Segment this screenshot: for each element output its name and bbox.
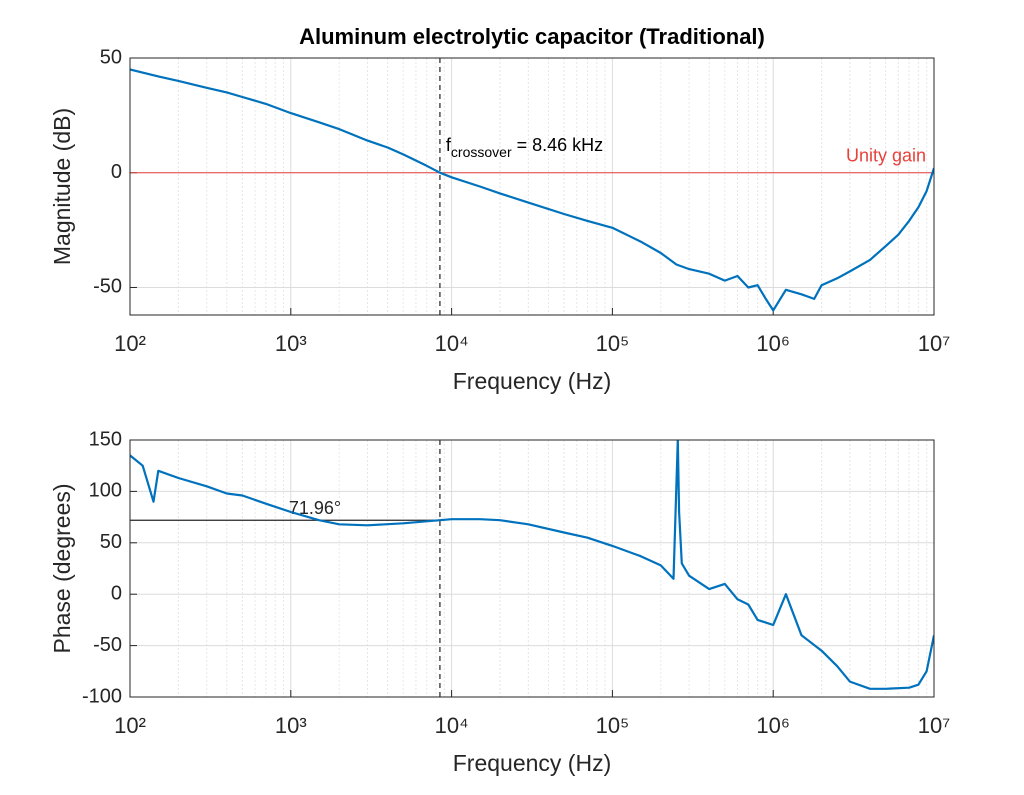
crossover-label-part: f xyxy=(446,135,452,155)
x-tick-label: 10⁵ xyxy=(596,713,630,738)
y-tick-label: 150 xyxy=(89,428,122,450)
series-line xyxy=(130,440,934,690)
x-tick-label: 10⁷ xyxy=(918,713,950,738)
x-tick-label: 10⁴ xyxy=(435,331,469,356)
x-axis-label: Frequency (Hz) xyxy=(453,368,611,394)
plot-area xyxy=(130,440,934,697)
y-tick-label: -50 xyxy=(93,634,122,656)
y-axis-label: Phase (degrees) xyxy=(49,483,75,653)
y-tick-label: 50 xyxy=(100,46,122,68)
x-tick-label: 10⁵ xyxy=(596,331,630,356)
x-tick-label: 10³ xyxy=(275,331,307,356)
x-tick-label: 10² xyxy=(114,331,146,356)
series-line xyxy=(130,68,934,312)
crossover-label: fcrossover = 8.46 kHz xyxy=(446,135,603,160)
reference-label: Unity gain xyxy=(846,145,926,165)
x-tick-label: 10⁶ xyxy=(756,713,790,738)
y-tick-label: 50 xyxy=(100,531,122,553)
y-tick-label: 0 xyxy=(111,582,122,604)
x-tick-label: 10⁴ xyxy=(435,713,469,738)
y-axis-label: Magnitude (dB) xyxy=(49,108,75,265)
x-tick-label: 10⁶ xyxy=(756,331,790,356)
y-tick-label: 0 xyxy=(111,161,122,183)
crossover-label-part: crossover xyxy=(451,144,512,160)
x-axis-label: Frequency (Hz) xyxy=(453,750,611,776)
plot-area xyxy=(130,58,934,315)
x-tick-label: 10³ xyxy=(275,713,307,738)
y-tick-label: -100 xyxy=(82,685,122,707)
reference-label: 71.96° xyxy=(289,498,341,518)
y-tick-label: 100 xyxy=(89,480,122,502)
x-tick-label: 10⁷ xyxy=(918,331,950,356)
y-tick-label: -50 xyxy=(93,276,122,298)
axes-box xyxy=(129,439,935,698)
axes-box xyxy=(129,57,935,316)
chart-title: Aluminum electrolytic capacitor (Traditi… xyxy=(299,24,765,49)
crossover-label-part: = 8.46 kHz xyxy=(512,135,604,155)
x-tick-label: 10² xyxy=(114,713,146,738)
